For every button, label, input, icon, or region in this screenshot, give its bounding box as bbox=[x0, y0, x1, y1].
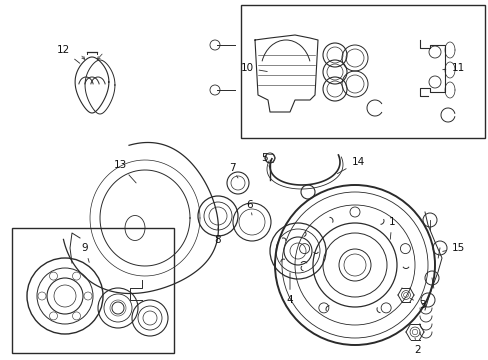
Text: 2: 2 bbox=[414, 338, 421, 355]
Text: 3: 3 bbox=[409, 298, 425, 310]
Bar bbox=[12, 228, 174, 353]
Text: 14: 14 bbox=[337, 157, 364, 174]
Text: 6: 6 bbox=[246, 200, 253, 215]
Bar bbox=[241, 5, 484, 138]
Text: 5: 5 bbox=[261, 153, 269, 168]
Text: 10: 10 bbox=[240, 63, 267, 73]
Text: 7: 7 bbox=[228, 163, 238, 178]
Text: 4: 4 bbox=[286, 273, 293, 305]
Text: 12: 12 bbox=[56, 45, 80, 63]
Text: 9: 9 bbox=[81, 243, 89, 262]
Text: 13: 13 bbox=[113, 160, 136, 183]
Text: 8: 8 bbox=[214, 228, 221, 245]
Text: 15: 15 bbox=[442, 243, 464, 253]
Text: 1: 1 bbox=[388, 217, 394, 239]
Text: 11: 11 bbox=[442, 63, 464, 73]
